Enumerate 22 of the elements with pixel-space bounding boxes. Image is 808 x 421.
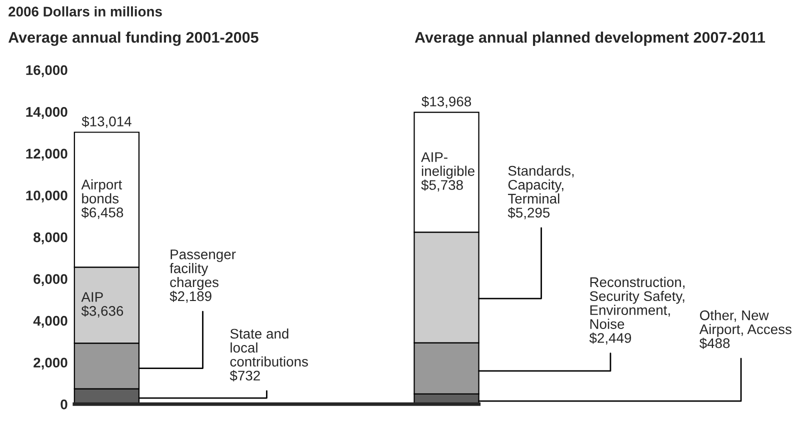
text: Average annual planned development 2007-2011	[414, 32, 766, 46]
y-axis-title: 2006 Dollars in millions	[8, 6, 162, 17]
text: Other, New Airport, Access $488	[699, 310, 792, 349]
annotation: Airport bonds $6,458	[81, 179, 124, 220]
text: Standards, Capacity, Terminal $5,295	[508, 166, 574, 220]
annotation: AIP $3,636	[81, 292, 124, 318]
annotation: State and local contributions $732	[230, 328, 308, 382]
y-tick-label: 16,000	[26, 65, 68, 78]
y-tick-label: 4,000	[33, 316, 68, 328]
y-tick-label: 8,000	[34, 232, 68, 244]
y-tick-label: 0	[60, 399, 68, 410]
y-tick-label: 12,000	[26, 148, 68, 161]
y-tick-label: 10,000	[26, 190, 68, 202]
y-tick-label: 2,000	[34, 358, 68, 370]
y-tick-label: 6,000	[34, 274, 68, 286]
annotation: Passenger facility charges $2,189	[170, 250, 236, 303]
y-tick-label: 14,000	[26, 107, 68, 119]
total-label: $13,014	[82, 116, 132, 128]
text: Average annual funding 2001-2005	[8, 32, 258, 46]
text: Reconstruction, Security Safety, Environment, Noise $2,449	[589, 276, 684, 345]
total-label: $13,968	[422, 96, 472, 108]
annotation: AIP- ineligible $5,738	[421, 152, 474, 192]
